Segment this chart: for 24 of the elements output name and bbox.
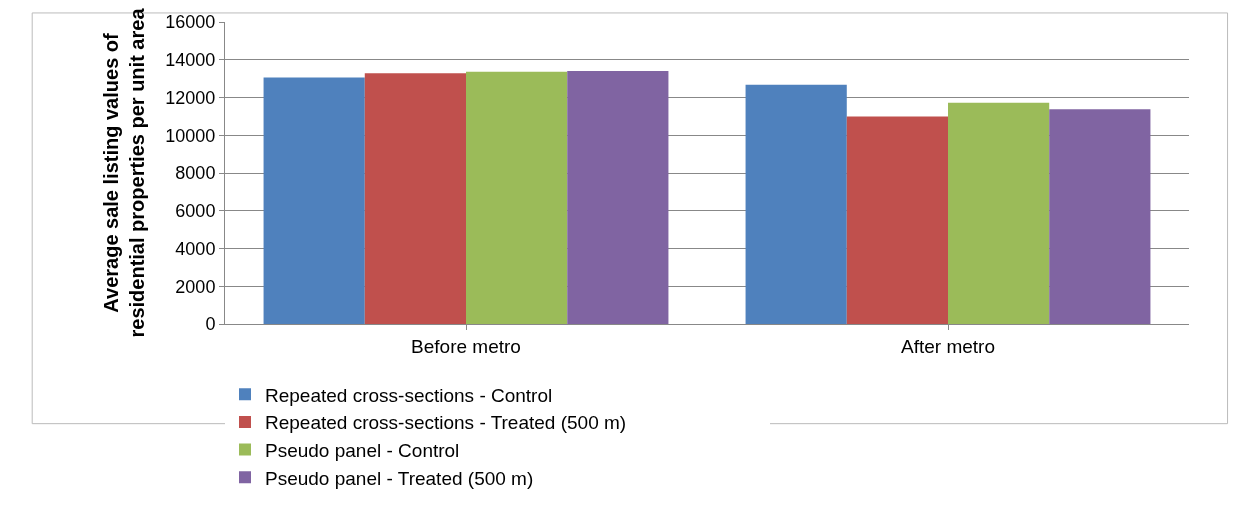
y-tick-label: 12000 [165,87,216,108]
y-tick-label: 6000 [175,201,216,222]
bar [263,77,365,324]
bar [567,71,669,324]
y-tick-label: 16000 [165,12,216,33]
y-tick-label: 10000 [165,125,216,146]
legend-label: Pseudo panel - Control [265,440,460,461]
x-tick-label: After metro [901,335,995,357]
bar [364,73,466,324]
y-tick-label: 2000 [175,276,216,297]
legend-label: Repeated cross-sections - Treated (500 m) [265,412,627,434]
y-axis-title: Average sale listing values of residential properties per unit area [99,7,148,338]
bar [846,116,948,324]
legend-label: Repeated cross-sections - Control [265,384,553,406]
bar [745,84,847,324]
y-tick-label: 8000 [175,163,216,184]
y-tick-label: 0 [205,314,216,335]
x-tick-label: Before metro [411,335,521,357]
bar [466,71,568,324]
bar [948,102,1050,324]
bar [1049,109,1151,324]
y-tick-label: 14000 [165,50,216,71]
y-tick-label: 4000 [175,238,216,259]
legend-label: Pseudo panel - Treated (500 m) [265,467,534,489]
